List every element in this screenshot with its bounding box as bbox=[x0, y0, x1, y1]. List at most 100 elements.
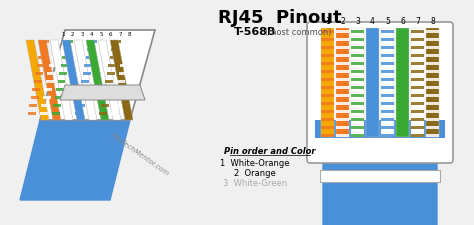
Polygon shape bbox=[38, 56, 46, 59]
Bar bbox=[336, 54, 349, 57]
Bar bbox=[411, 94, 424, 97]
Text: 4: 4 bbox=[90, 32, 93, 38]
Polygon shape bbox=[109, 64, 117, 67]
Bar bbox=[381, 118, 394, 121]
Text: 3: 3 bbox=[355, 18, 360, 27]
Bar bbox=[366, 28, 379, 137]
Bar bbox=[381, 102, 394, 105]
Bar bbox=[351, 118, 364, 121]
Bar bbox=[321, 94, 334, 97]
Bar bbox=[426, 94, 439, 97]
Bar bbox=[321, 46, 334, 49]
Polygon shape bbox=[52, 48, 60, 51]
Polygon shape bbox=[104, 88, 112, 91]
Polygon shape bbox=[86, 56, 94, 59]
Bar bbox=[381, 86, 394, 89]
Bar bbox=[426, 62, 439, 65]
Bar bbox=[351, 54, 364, 57]
Bar bbox=[351, 62, 364, 65]
Polygon shape bbox=[116, 88, 124, 91]
Polygon shape bbox=[113, 40, 121, 43]
Bar bbox=[321, 30, 334, 33]
Text: 7: 7 bbox=[415, 18, 420, 27]
Bar bbox=[426, 70, 439, 73]
Bar bbox=[336, 134, 349, 137]
Bar bbox=[411, 70, 424, 73]
Bar bbox=[336, 126, 349, 129]
Bar bbox=[351, 126, 364, 129]
FancyBboxPatch shape bbox=[307, 22, 453, 163]
Bar bbox=[351, 102, 364, 105]
Bar bbox=[321, 78, 334, 81]
Polygon shape bbox=[62, 56, 70, 59]
Polygon shape bbox=[118, 80, 126, 83]
Polygon shape bbox=[110, 40, 133, 120]
Bar bbox=[351, 134, 364, 137]
Bar bbox=[336, 86, 349, 89]
Bar bbox=[381, 46, 394, 49]
Text: 5: 5 bbox=[385, 18, 390, 27]
Bar bbox=[426, 102, 439, 105]
Text: 1: 1 bbox=[61, 32, 65, 38]
Bar bbox=[411, 46, 424, 49]
Bar bbox=[381, 54, 394, 57]
Polygon shape bbox=[26, 40, 49, 120]
Polygon shape bbox=[64, 48, 72, 51]
Bar bbox=[381, 28, 394, 137]
Bar bbox=[426, 86, 439, 89]
Polygon shape bbox=[100, 112, 108, 115]
Bar bbox=[426, 38, 439, 41]
Text: TheTechMentor.com: TheTechMentor.com bbox=[109, 132, 171, 178]
Bar bbox=[336, 94, 349, 97]
Bar bbox=[351, 28, 364, 137]
Polygon shape bbox=[55, 96, 63, 99]
Bar bbox=[411, 110, 424, 113]
Bar bbox=[336, 46, 349, 49]
Bar bbox=[315, 120, 445, 138]
Bar bbox=[381, 134, 394, 137]
Bar bbox=[336, 118, 349, 121]
Polygon shape bbox=[79, 96, 86, 99]
Bar bbox=[411, 134, 424, 137]
Bar bbox=[351, 78, 364, 81]
Polygon shape bbox=[98, 40, 121, 120]
Bar bbox=[351, 38, 364, 41]
Text: 5: 5 bbox=[99, 32, 103, 38]
Bar bbox=[321, 126, 334, 129]
Bar bbox=[381, 78, 394, 81]
Polygon shape bbox=[35, 72, 43, 75]
Bar bbox=[336, 78, 349, 81]
Polygon shape bbox=[50, 40, 73, 120]
Polygon shape bbox=[107, 72, 115, 75]
Polygon shape bbox=[52, 112, 60, 115]
Text: 1  White-Orange: 1 White-Orange bbox=[220, 158, 290, 167]
Polygon shape bbox=[83, 72, 91, 75]
Bar bbox=[336, 30, 349, 33]
Bar bbox=[351, 94, 364, 97]
Bar bbox=[426, 134, 439, 137]
Polygon shape bbox=[82, 80, 90, 83]
Text: Pin order and Color: Pin order and Color bbox=[224, 148, 316, 157]
Text: 8: 8 bbox=[430, 18, 435, 27]
Polygon shape bbox=[50, 56, 58, 59]
Bar bbox=[426, 54, 439, 57]
Polygon shape bbox=[110, 56, 118, 59]
Polygon shape bbox=[60, 85, 145, 100]
Bar bbox=[426, 110, 439, 113]
Polygon shape bbox=[125, 40, 133, 43]
Polygon shape bbox=[106, 80, 113, 83]
Polygon shape bbox=[119, 72, 127, 75]
Polygon shape bbox=[38, 40, 61, 120]
Bar bbox=[321, 102, 334, 105]
Bar bbox=[426, 28, 439, 137]
Bar bbox=[321, 70, 334, 73]
Polygon shape bbox=[56, 88, 64, 91]
Polygon shape bbox=[80, 88, 88, 91]
Polygon shape bbox=[41, 40, 49, 43]
Bar bbox=[426, 118, 439, 121]
Bar bbox=[396, 28, 409, 137]
Bar bbox=[426, 30, 439, 33]
Bar bbox=[411, 102, 424, 105]
Polygon shape bbox=[43, 96, 51, 99]
Polygon shape bbox=[122, 56, 130, 59]
